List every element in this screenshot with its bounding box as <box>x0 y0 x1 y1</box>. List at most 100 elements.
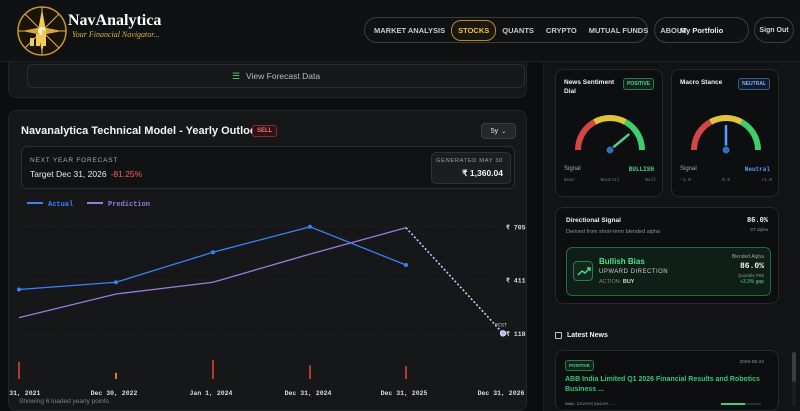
x-tick-label: Dec 31, 2026 <box>478 390 525 397</box>
sentiment-gauge <box>575 115 645 155</box>
scale-max: Bull <box>645 178 656 183</box>
nav-stocks[interactable]: STOCKS <box>451 19 497 41</box>
trend-up-icon <box>573 261 593 281</box>
gap: +3.3% gap <box>739 279 764 285</box>
chevron-down-icon: ⌄ <box>501 128 507 135</box>
legend-label-prediction: Prediction <box>108 201 150 209</box>
scale-min: -1.0 <box>680 178 691 183</box>
nav-quants[interactable]: QUANTS <box>502 25 534 35</box>
brand-tagline: Your Financial Navigator... <box>72 30 160 39</box>
actual-point <box>308 224 312 229</box>
x-tick-label: Dec 30, 2022 <box>91 390 138 397</box>
sentiment-signal-value: BULLISH <box>628 166 654 173</box>
macro-stance-card: Macro Stance NEUTRAL Signal Neutral -1.0… <box>671 69 779 197</box>
volume-bar <box>212 360 214 379</box>
brand-name: NavAnalytica <box>68 12 162 29</box>
news-item[interactable]: POSITIVE 2026-05-22 ABB India Limited Q1… <box>555 350 779 411</box>
directional-percent-sub: ST alpha <box>750 227 768 232</box>
macro-gauge <box>691 115 761 155</box>
nav-mutual-funds[interactable]: MUTUAL FUNDS <box>588 25 649 35</box>
sentiment-signal-label: Signal <box>564 166 581 172</box>
macro-badge: NEUTRAL <box>738 78 770 90</box>
actual-point <box>17 287 21 292</box>
quantile: Quantile P85 <box>737 273 764 278</box>
actual-line <box>18 226 407 291</box>
newspaper-icon <box>555 332 562 339</box>
y-tick-label: ₹ 7050 <box>506 224 527 231</box>
top-navbar: NavAnalytica Your Financial Navigator...… <box>0 0 800 62</box>
forecast-label: NEXT YEAR FORECAST <box>30 157 119 164</box>
scale-max: +1.0 <box>761 178 772 183</box>
bullish-bias-box: Bullish Bias UPWARD DIRECTION ACTION: BU… <box>566 247 771 296</box>
news-scrollbar[interactable] <box>792 352 796 407</box>
period-value: 5y <box>490 127 499 135</box>
directional-percent: 86.0% <box>746 217 768 225</box>
gauge-segment <box>691 119 713 151</box>
scrollbar-thumb[interactable] <box>792 352 796 382</box>
sentiment-scale: Bear Neutral Bull <box>564 178 656 183</box>
news-sentiment-badge: POSITIVE <box>565 360 594 371</box>
next-year-forecast-box: NEXT YEAR FORECAST Target Dec 31, 2026 -8… <box>21 146 515 189</box>
gauge-segment <box>593 115 627 125</box>
scale-mid: Neutral <box>600 178 620 183</box>
latest-news-heading: Latest News <box>555 332 608 339</box>
nav-market-analysis[interactable]: MARKET ANALYSIS <box>374 25 446 35</box>
gauge-hub <box>605 145 615 155</box>
view-forecast-data-button[interactable]: ☰ View Forecast Data <box>27 64 525 88</box>
generated-label: GENERATED MAY 30 <box>436 158 503 164</box>
gauge-hub <box>721 145 731 155</box>
scale-min: Bear <box>564 178 575 183</box>
scale-mid: 0.0 <box>721 178 731 183</box>
bias-action: ACTION: BUY <box>599 279 634 285</box>
compass-logo-icon[interactable] <box>10 4 145 58</box>
y-tick-label: ₹ 4118 <box>506 278 527 285</box>
news-sentiment-title: News Sentiment Dial <box>564 79 615 95</box>
news-read-progress-fill <box>721 403 745 405</box>
right-sidebar: News Sentiment Dial POSITIVE Signal BULL… <box>543 62 800 411</box>
bias-direction: UPWARD DIRECTION <box>599 269 669 275</box>
forecast-label: FCST <box>495 322 507 328</box>
x-tick-label: Dec 31, 2021 <box>9 390 41 397</box>
forecast-target: Target Dec 31, 2026 -81.25% <box>30 169 142 179</box>
my-portfolio-button[interactable]: My Portfolio <box>654 17 749 43</box>
macro-signal-label: Signal <box>680 166 697 172</box>
x-tick-label: Dec 31, 2024 <box>285 390 332 397</box>
x-tick-label: Dec 31, 2025 <box>381 390 428 397</box>
action-value: BUY <box>622 279 635 285</box>
gauge-segment <box>709 115 743 125</box>
target-change: -81.25% <box>110 169 143 179</box>
nav-about[interactable]: ABOUT <box>660 25 687 35</box>
gauge-segment <box>623 119 645 151</box>
news-sentiment-card: News Sentiment Dial POSITIVE Signal BULL… <box>555 69 663 197</box>
news-title-link[interactable]: ABB India Limited Q1 2026 Financial Resu… <box>565 376 760 393</box>
news-source: www.investywise... <box>565 402 617 407</box>
forecast-data-panel: ☰ View Forecast Data <box>8 62 527 98</box>
macro-scale: -1.0 0.0 +1.0 <box>680 178 772 183</box>
volume-bar <box>309 365 311 379</box>
sign-out-button[interactable]: Sign Out <box>754 17 794 43</box>
actual-point <box>211 250 215 255</box>
nav-crypto[interactable]: CRYPTO <box>545 25 577 35</box>
actual-point <box>404 262 408 267</box>
volume-bar <box>18 361 20 379</box>
action-label: ACTION: <box>599 279 622 285</box>
news-date: 2026-05-22 <box>739 360 764 365</box>
chart-footnote: Showing 6 loaded yearly points <box>19 398 109 405</box>
bias-title: Bullish Bias <box>599 257 645 266</box>
blended-label: Blended Alpha <box>731 254 764 260</box>
list-icon: ☰ <box>231 70 241 81</box>
volume-bar <box>405 366 407 379</box>
gauge-segment <box>575 119 597 151</box>
news-read-progress <box>721 403 761 405</box>
generated-box: GENERATED MAY 30 ₹ 1,360.04 <box>431 152 511 184</box>
yearly-outlook-chart: Actual Prediction ₹ 7050 ₹ 4118 ₹ 1185 FCST De… <box>9 201 527 397</box>
prediction-line <box>18 227 407 319</box>
generated-value: ₹ 1,360.04 <box>462 168 503 178</box>
forecast-tail-line <box>405 227 504 334</box>
period-select[interactable]: 5y ⌄ <box>481 123 516 139</box>
directional-signal-card: Directional Signal Derived from short-te… <box>555 207 779 304</box>
blended-alpha: Blended Alpha 86.0% Quantile P85 +3.3% g… <box>732 254 764 285</box>
sell-badge: SELL <box>252 125 278 137</box>
macro-signal-value: Neutral <box>744 166 770 173</box>
macro-stance-title: Macro Stance <box>680 79 723 86</box>
